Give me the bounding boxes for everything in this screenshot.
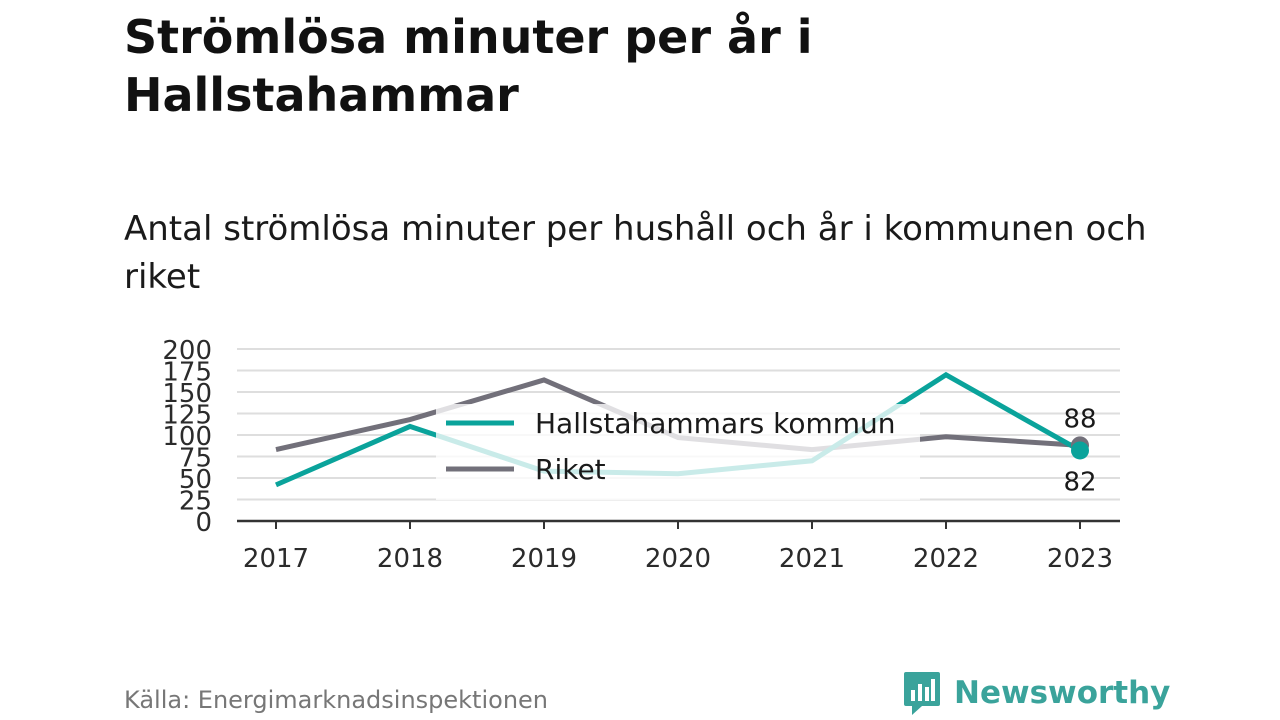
y-tick-label: 25 [179, 487, 212, 517]
x-axis-ticks: 2017 2018 2019 2020 2021 2022 2023 [243, 521, 1113, 574]
x-tick-label: 2022 [913, 544, 979, 574]
y-tick-label: 100 [162, 422, 212, 452]
y-tick-label: 75 [179, 444, 212, 474]
y-tick-label: 50 [179, 465, 212, 495]
y-tick-label: 175 [162, 358, 212, 388]
end-points [1071, 436, 1089, 460]
data-label-riket-2023: 88 [1063, 404, 1096, 434]
x-tick-label: 2017 [243, 544, 309, 574]
brand-name: Newsworthy [954, 675, 1171, 711]
newsworthy-logo-icon [904, 672, 940, 715]
y-tick-label: 150 [162, 379, 212, 409]
x-tick-label: 2020 [645, 544, 711, 574]
kommun-end-point [1071, 441, 1089, 460]
legend-background [436, 404, 920, 500]
x-tick-label: 2019 [511, 544, 577, 574]
legend: Hallstahammars kommun Riket [436, 404, 920, 500]
data-label-kommun-2023: 82 [1063, 467, 1096, 497]
y-tick-label: 0 [195, 508, 212, 538]
source-note: Källa: Energimarknadsinspektionen [124, 686, 549, 714]
chart-title: Strömlösa minuter per år i Hallstahammar [124, 10, 813, 122]
x-tick-label: 2021 [779, 544, 845, 574]
y-tick-label: 125 [162, 401, 212, 431]
brand-logo: Newsworthy [902, 670, 1170, 716]
legend-label-kommun: Hallstahammars kommun [535, 407, 896, 440]
chart-subtitle: Antal strömlösa minuter per hushåll och … [124, 209, 1147, 297]
x-tick-label: 2023 [1047, 544, 1113, 574]
y-tick-label: 200 [162, 336, 212, 366]
legend-label-riket: Riket [535, 453, 606, 486]
x-tick-label: 2018 [377, 544, 443, 574]
